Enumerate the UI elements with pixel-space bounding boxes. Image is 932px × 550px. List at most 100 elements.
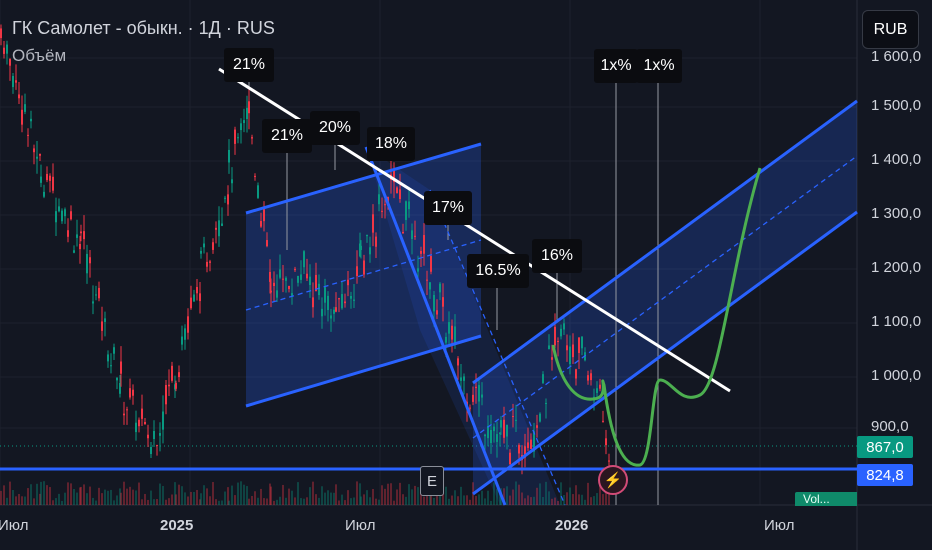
channel-midline bbox=[245, 239, 482, 311]
candle-body bbox=[405, 201, 407, 220]
percent-callout[interactable]: 20% bbox=[310, 111, 360, 145]
volume-bar bbox=[273, 500, 275, 505]
y-tick-label: 1 200,0 bbox=[871, 259, 922, 276]
volume-bar bbox=[70, 483, 72, 505]
volume-bar bbox=[162, 485, 164, 505]
candle-body bbox=[15, 80, 17, 83]
candle-body bbox=[73, 250, 75, 253]
volume-bar bbox=[27, 488, 29, 505]
volume-bar bbox=[490, 500, 492, 505]
symbol-title[interactable]: ГК Самолет - обыкн. · 1Д · RUS bbox=[12, 18, 275, 38]
lightning-icon[interactable]: ⚡ bbox=[598, 465, 628, 495]
candle-body bbox=[52, 176, 54, 191]
candle-body bbox=[46, 173, 48, 181]
candle-body bbox=[347, 279, 349, 286]
volume-bar bbox=[181, 486, 183, 505]
volume-bar bbox=[80, 486, 82, 505]
volume-bar bbox=[487, 490, 489, 505]
percent-callout[interactable]: 17% bbox=[424, 191, 472, 225]
candle-body bbox=[231, 179, 233, 184]
volume-bar bbox=[153, 499, 155, 505]
candle-body bbox=[243, 120, 245, 124]
candle-body bbox=[463, 376, 465, 381]
candle-body bbox=[153, 430, 155, 440]
percent-callout[interactable]: 16% bbox=[532, 239, 582, 273]
volume-bar bbox=[372, 488, 374, 505]
candle-body bbox=[273, 282, 275, 287]
volume-bar bbox=[187, 496, 189, 505]
candle-body bbox=[209, 261, 211, 263]
volume-bar bbox=[445, 486, 447, 505]
candle-body bbox=[484, 434, 486, 437]
volume-bar bbox=[237, 482, 239, 505]
volume-bar bbox=[366, 490, 368, 505]
volume-pane-tab[interactable]: Vol... bbox=[795, 492, 857, 506]
volume-bar bbox=[390, 483, 392, 505]
candle-body bbox=[83, 231, 85, 240]
candle-body bbox=[554, 326, 556, 346]
candle-body bbox=[408, 201, 410, 210]
volume-bar bbox=[405, 496, 407, 505]
volume-bar bbox=[266, 498, 268, 505]
candle-body bbox=[333, 309, 335, 314]
candle-body bbox=[135, 422, 137, 433]
support-price-badge: 824,8 bbox=[857, 464, 913, 486]
volume-bar bbox=[39, 493, 41, 505]
percent-callout[interactable]: 1x% bbox=[636, 49, 682, 83]
candle-body bbox=[248, 101, 250, 114]
volume-bar bbox=[341, 494, 343, 505]
percent-callout[interactable]: 1x% bbox=[594, 49, 638, 83]
percent-callout[interactable]: 21% bbox=[262, 119, 312, 153]
volume-bar bbox=[279, 496, 281, 505]
candle-body bbox=[350, 295, 352, 299]
volume-bar bbox=[107, 490, 109, 505]
candle-body bbox=[6, 44, 8, 54]
candle-body bbox=[101, 321, 103, 331]
percent-callout[interactable]: 16.5% bbox=[467, 254, 529, 288]
candle-body bbox=[602, 420, 604, 422]
candle-body bbox=[234, 129, 236, 144]
volume-bar bbox=[126, 488, 128, 505]
volume-bar bbox=[330, 492, 332, 505]
volume-bar bbox=[530, 497, 532, 505]
volume-bar bbox=[203, 485, 205, 505]
volume-bar bbox=[303, 498, 305, 505]
earnings-badge[interactable]: E bbox=[420, 466, 444, 496]
candle-body bbox=[227, 194, 229, 205]
volume-bar bbox=[212, 482, 214, 505]
volume-bar bbox=[260, 488, 262, 505]
percent-callout[interactable]: 18% bbox=[367, 127, 415, 161]
percent-callout[interactable]: 21% bbox=[224, 48, 274, 82]
volume-bar bbox=[599, 481, 601, 505]
currency-button[interactable]: RUB bbox=[862, 10, 919, 49]
candle-body bbox=[312, 297, 314, 308]
candle-body bbox=[129, 388, 131, 398]
candle-body bbox=[318, 283, 320, 296]
candle-body bbox=[276, 290, 278, 298]
volume-bar bbox=[578, 494, 580, 505]
candle-body bbox=[279, 269, 281, 278]
candle-body bbox=[515, 419, 517, 421]
volume-bar bbox=[52, 500, 54, 505]
volume-bar bbox=[335, 484, 337, 505]
candle-body bbox=[433, 294, 435, 312]
volume-bar bbox=[451, 495, 453, 505]
candle-body bbox=[246, 107, 248, 119]
x-tick-label: Июл bbox=[0, 517, 29, 534]
candle-body bbox=[454, 326, 456, 343]
volume-bar bbox=[481, 490, 483, 505]
volume-bar bbox=[608, 486, 610, 505]
volume-bar bbox=[466, 495, 468, 505]
y-tick-label: 1 100,0 bbox=[871, 313, 922, 330]
volume-bar bbox=[123, 481, 125, 505]
candle-body bbox=[393, 170, 395, 183]
volume-bar bbox=[150, 490, 152, 505]
volume-legend[interactable]: Объём bbox=[12, 46, 67, 65]
volume-bar bbox=[593, 496, 595, 505]
candle-body bbox=[49, 175, 51, 181]
volume-bar bbox=[297, 482, 299, 505]
volume-bar bbox=[92, 497, 94, 505]
volume-bar bbox=[135, 490, 137, 505]
volume-bar bbox=[509, 495, 511, 505]
